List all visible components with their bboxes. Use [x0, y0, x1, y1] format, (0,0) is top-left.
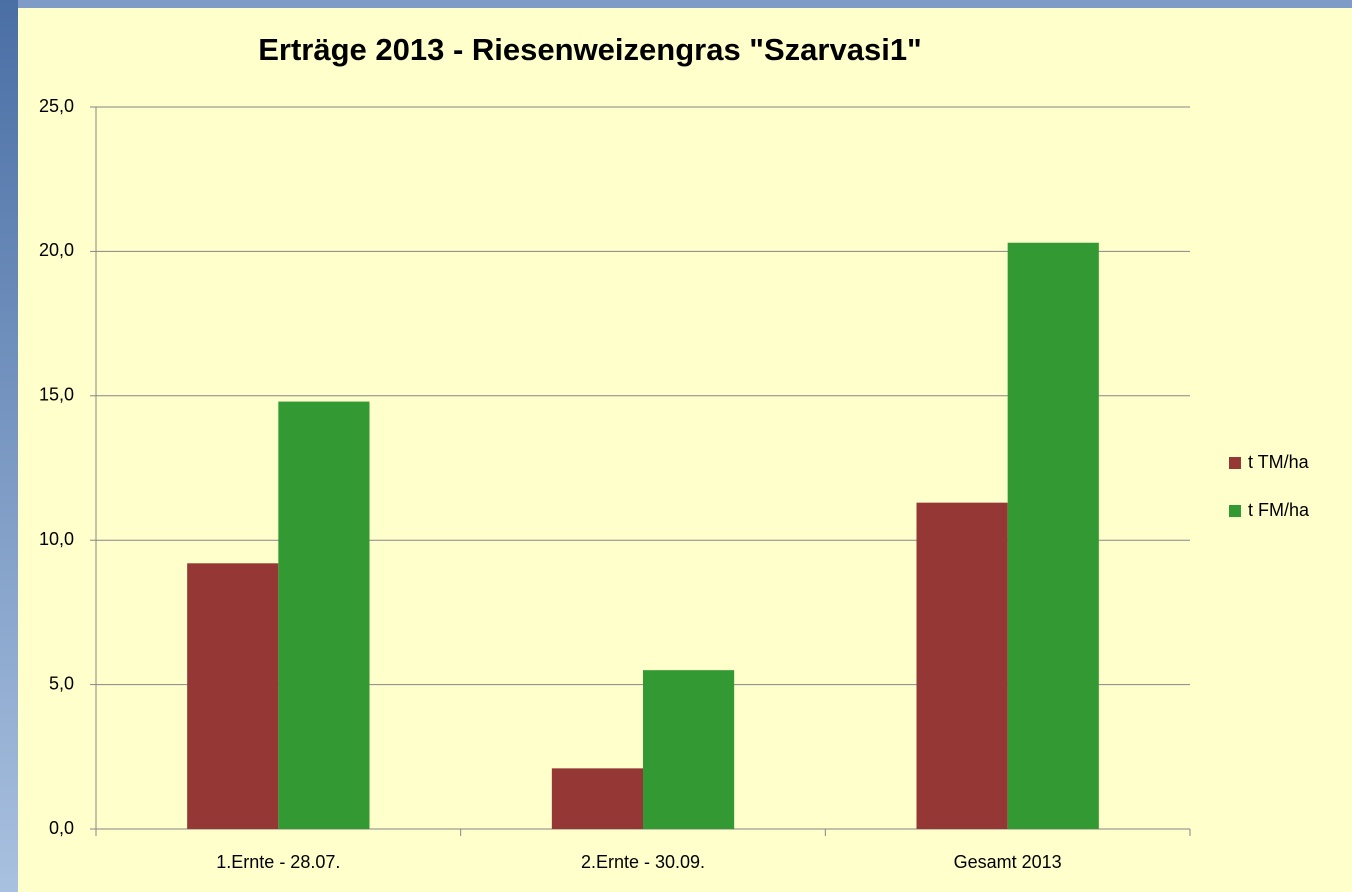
- y-tick-label: 25,0: [39, 96, 74, 116]
- y-tick-label: 0,0: [49, 818, 74, 838]
- bar: [187, 563, 279, 829]
- bar: [278, 401, 370, 829]
- frame-left: [0, 0, 18, 892]
- frame-top: [0, 0, 1352, 8]
- y-tick-label: 5,0: [49, 673, 74, 693]
- bar: [643, 670, 735, 829]
- legend-swatch: [1229, 457, 1241, 469]
- bar: [551, 768, 643, 829]
- legend-label: t TM/ha: [1248, 452, 1310, 472]
- bar: [916, 502, 1008, 829]
- x-tick-label: Gesamt 2013: [954, 852, 1062, 872]
- x-tick-label: 1.Ernte - 28.07.: [216, 852, 340, 872]
- y-tick-label: 15,0: [39, 385, 74, 405]
- chart-title: Erträge 2013 - Riesenweizengras "Szarvas…: [258, 32, 922, 67]
- legend-label: t FM/ha: [1248, 500, 1310, 520]
- y-tick-label: 10,0: [39, 529, 74, 549]
- y-tick-label: 20,0: [39, 240, 74, 260]
- bar: [1007, 242, 1099, 830]
- x-tick-label: 2.Ernte - 30.09.: [581, 852, 705, 872]
- legend-swatch: [1229, 505, 1241, 517]
